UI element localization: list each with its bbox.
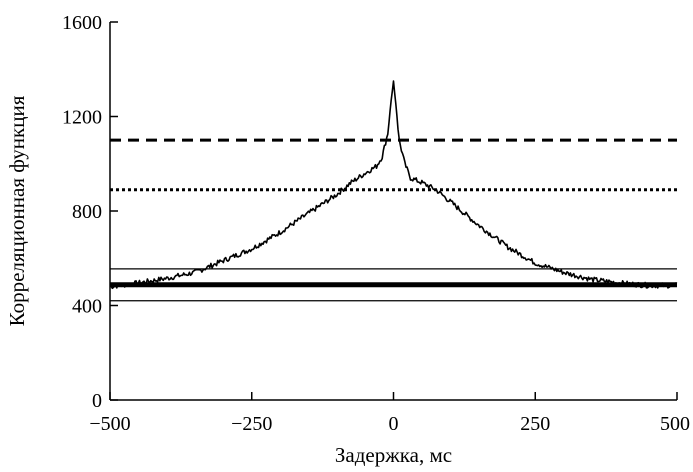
reference-lines [110,138,677,302]
x-ticks: −500 −250 0 250 500 [89,392,690,435]
x-tick-label: −250 [231,413,272,435]
y-tick-label: 0 [92,390,102,412]
x-tick-label: −500 [89,413,130,435]
x-tick-label: 0 [389,413,399,435]
y-ticks: 0 400 800 1200 1600 [62,12,118,412]
x-axis-title: Задержка, мс [335,443,452,467]
y-tick-label: 400 [72,296,102,318]
x-tick-label: 500 [660,413,690,435]
correlation-curve [109,80,678,290]
y-tick-label: 1200 [62,107,102,129]
y-tick-label: 800 [72,201,102,223]
y-axis-title: Корреляционная функция [5,95,29,326]
x-tick-label: 250 [520,413,550,435]
y-tick-label: 1600 [62,12,102,34]
